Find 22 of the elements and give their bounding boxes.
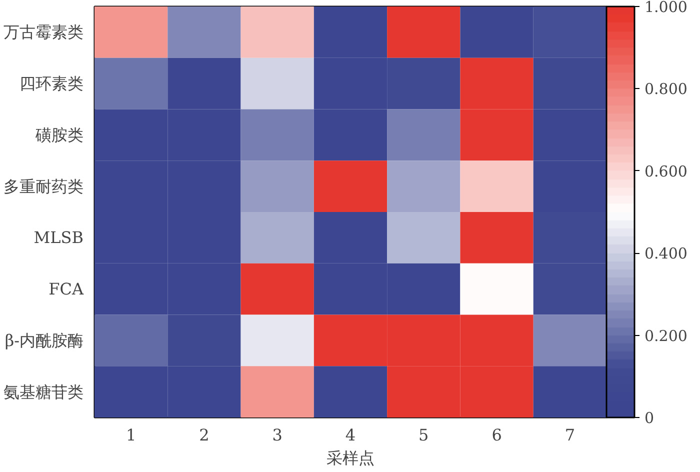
- color-bar-label: 0.200: [644, 326, 688, 345]
- y-tick-label: 万古霉素类: [4, 22, 84, 42]
- y-tick-label: 四环素类: [20, 74, 84, 94]
- color-bar-label: 0.600: [644, 162, 688, 180]
- y-tick-label: 氨基糖苷类: [4, 382, 84, 402]
- color-bar-label: 1.000: [644, 0, 688, 16]
- y-tick-label: 磺胺类: [34, 125, 84, 144]
- color-bar-label: 0.800: [644, 80, 688, 98]
- y-tick-label: 多重耐药类: [4, 176, 84, 196]
- color-bar-label: 0: [644, 409, 654, 427]
- y-tick-label: β-内酰胺酶: [4, 330, 84, 350]
- x-tick-label: 2: [199, 426, 210, 444]
- y-tick-label: MLSB: [34, 228, 84, 248]
- y-tick-label: FCA: [48, 280, 84, 299]
- x-tick-label: 3: [272, 426, 282, 444]
- x-tick-label: 7: [564, 426, 576, 444]
- color-bar-label: 0.400: [644, 244, 688, 263]
- x-tick-label: 1: [126, 426, 136, 444]
- x-axis-title: 采样点: [326, 448, 374, 468]
- x-tick-label: 4: [345, 426, 356, 444]
- x-tick-label: 6: [492, 426, 502, 444]
- x-tick-label: 5: [418, 426, 429, 444]
